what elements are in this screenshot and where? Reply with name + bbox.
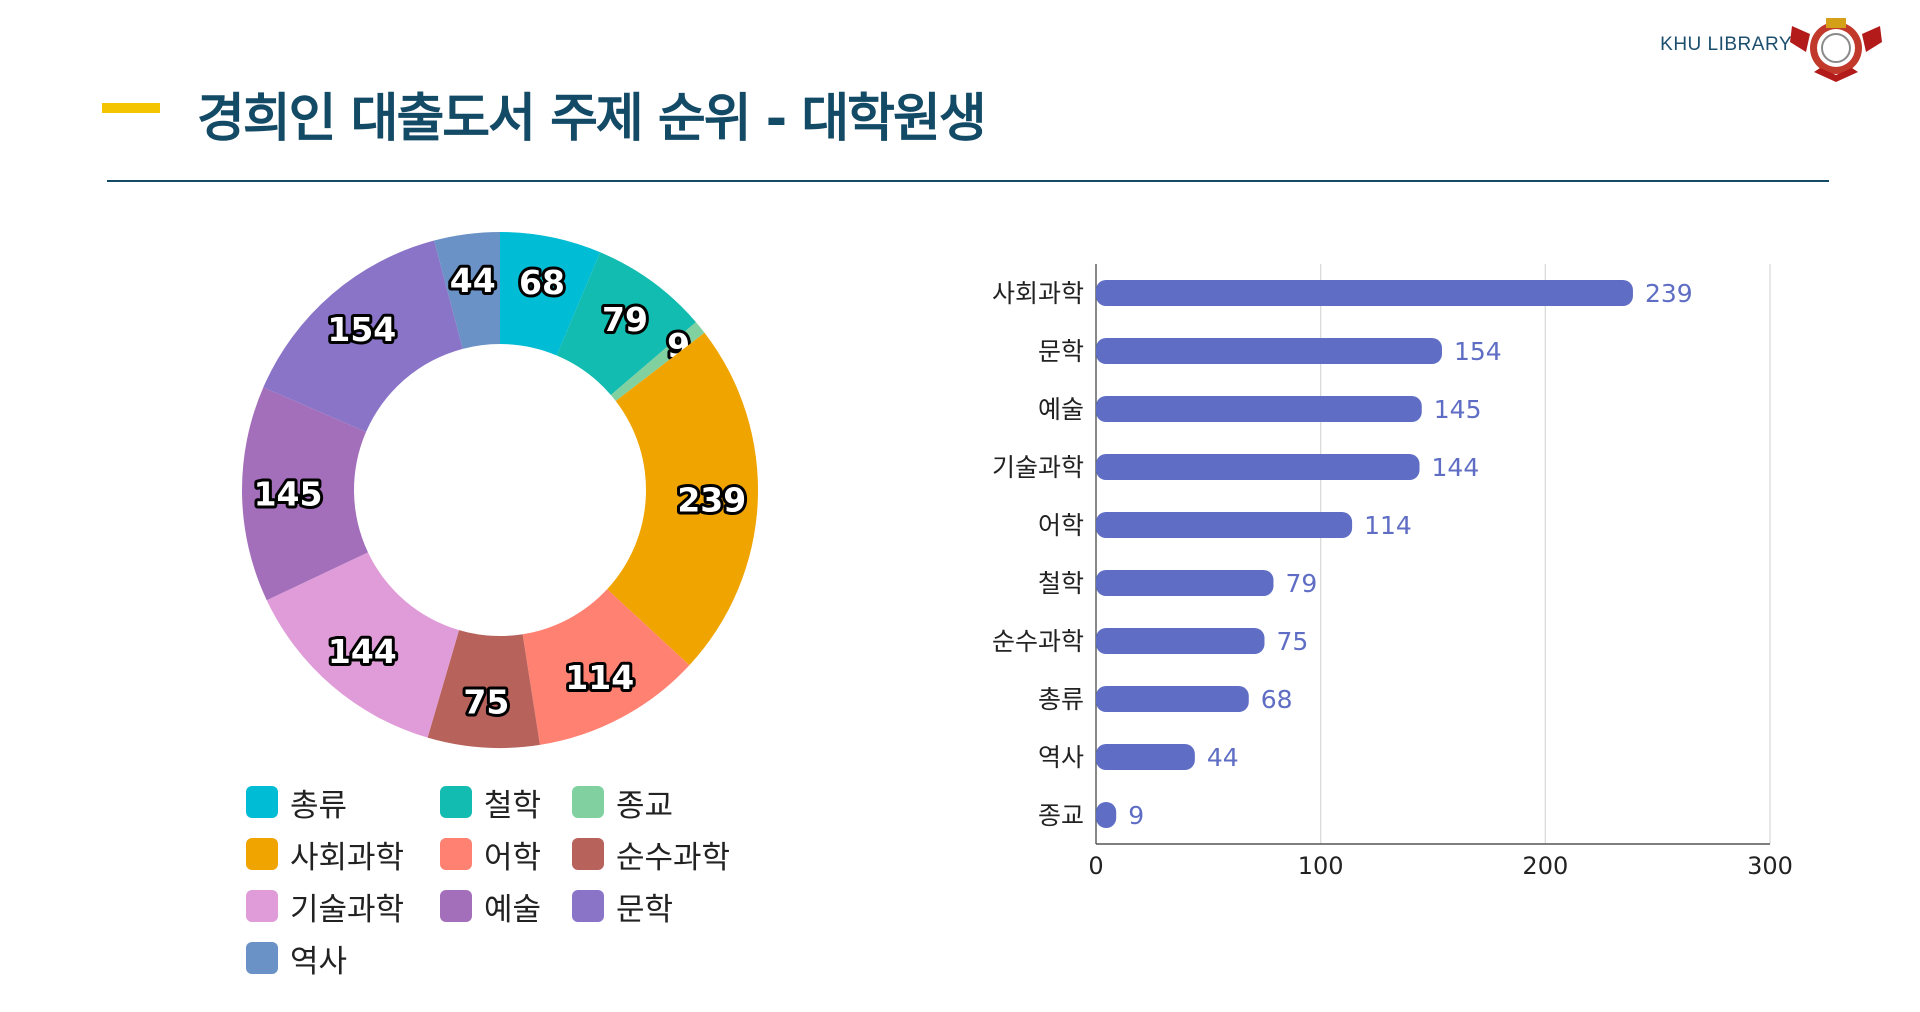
donut-slice	[556, 252, 696, 396]
donut-slice	[263, 240, 463, 432]
legend-label: 순수과학	[616, 839, 731, 876]
legend-swatch	[246, 786, 278, 818]
donut-slice-label: 114	[565, 658, 634, 697]
legend-swatch	[572, 838, 604, 870]
bar	[1096, 338, 1442, 364]
bar	[1096, 280, 1633, 306]
legend-swatch	[572, 786, 604, 818]
bar-value-label: 75	[1277, 627, 1309, 656]
y-category-label: 순수과학	[992, 627, 1084, 656]
bar-value-label: 144	[1432, 453, 1480, 482]
bar	[1096, 686, 1249, 712]
bar	[1096, 396, 1422, 422]
y-category-label: 총류	[1038, 685, 1084, 714]
brand-label: KHU LIBRARY	[1660, 34, 1792, 55]
legend-item: 기술과학	[246, 887, 440, 928]
bar	[1096, 802, 1117, 828]
bar-value-label: 239	[1645, 279, 1693, 308]
bar	[1096, 570, 1274, 596]
legend-swatch	[440, 838, 472, 870]
legend-swatch	[440, 890, 472, 922]
donut-slice-label: 239	[677, 481, 746, 520]
x-tick-label: 300	[1747, 852, 1793, 880]
y-category-label: 예술	[1038, 395, 1084, 424]
y-category-label: 종교	[1038, 801, 1084, 830]
legend-item: 사회과학	[246, 835, 440, 876]
y-category-label: 기술과학	[992, 453, 1084, 482]
legend-item: 종교	[572, 783, 762, 824]
bar-chart: 0 100 200 300 사회과학 239 문학 154 예술 145 기술과학 144 어학 114 철…	[992, 264, 1793, 880]
donut-slice	[427, 630, 540, 748]
y-category-label: 문학	[1038, 337, 1084, 366]
legend-label: 어학	[484, 839, 542, 876]
legend-swatch	[572, 890, 604, 922]
library-logo	[1790, 18, 1882, 82]
y-category-label: 어학	[1038, 511, 1084, 540]
title-accent-bar	[102, 103, 160, 113]
legend-label: 예술	[484, 891, 542, 928]
bar-value-label: 9	[1128, 801, 1144, 830]
legend-label: 역사	[290, 943, 348, 980]
legend-item: 순수과학	[572, 835, 762, 876]
donut-slice	[607, 332, 758, 666]
x-tick-label: 100	[1298, 852, 1344, 880]
x-tick-label: 0	[1088, 852, 1103, 880]
bar-value-label: 154	[1454, 337, 1502, 366]
bar-value-label: 145	[1434, 395, 1482, 424]
donut-slice	[266, 552, 460, 738]
donut-slice-label: 144	[328, 632, 397, 671]
donut-slice-label: 79	[602, 300, 648, 339]
donut-slice-label: 68	[519, 263, 565, 302]
legend-item: 철학	[440, 783, 572, 824]
y-category-label: 철학	[1038, 569, 1084, 598]
bar-value-label: 79	[1285, 569, 1317, 598]
donut-slice-label: 145	[254, 474, 323, 513]
donut-slice	[610, 322, 705, 401]
legend-item: 어학	[440, 835, 572, 876]
legend-item: 예술	[440, 887, 572, 928]
legend-label: 문학	[616, 891, 674, 928]
bar-value-label: 114	[1364, 511, 1412, 540]
legend-swatch	[246, 890, 278, 922]
legend-item: 총류	[246, 783, 440, 824]
donut-legend: 총류 철학 종교 사회과학 어학 순수과학 기술과학 예술 문학 역사	[246, 783, 766, 980]
donut-slice-label: 75	[463, 683, 509, 722]
bar	[1096, 454, 1420, 480]
donut-slice	[434, 232, 500, 349]
y-category-label: 역사	[1038, 743, 1084, 772]
y-category-label: 사회과학	[992, 279, 1084, 308]
bar-value-label: 44	[1207, 743, 1239, 772]
legend-label: 철학	[484, 787, 542, 824]
x-tick-label: 200	[1522, 852, 1568, 880]
legend-swatch	[246, 942, 278, 974]
page-title: 경희인 대출도서 주제 순위 - 대학원생	[197, 89, 987, 149]
donut-slice	[242, 387, 368, 601]
bar	[1096, 744, 1195, 770]
donut-slice-label: 154	[327, 310, 396, 349]
legend-swatch	[246, 838, 278, 870]
donut-slice	[522, 589, 690, 745]
legend-label: 종교	[616, 787, 674, 824]
legend-swatch	[440, 786, 472, 818]
donut-slice-label: 44	[450, 261, 496, 300]
legend-label: 총류	[290, 787, 348, 824]
bar-value-label: 68	[1261, 685, 1293, 714]
bar	[1096, 512, 1353, 538]
legend-item: 역사	[246, 939, 440, 980]
title-divider	[107, 180, 1829, 182]
legend-label: 기술과학	[290, 891, 405, 928]
legend-label: 사회과학	[290, 839, 405, 876]
legend-item: 문학	[572, 887, 762, 928]
donut-slice	[500, 232, 601, 356]
bar	[1096, 628, 1265, 654]
